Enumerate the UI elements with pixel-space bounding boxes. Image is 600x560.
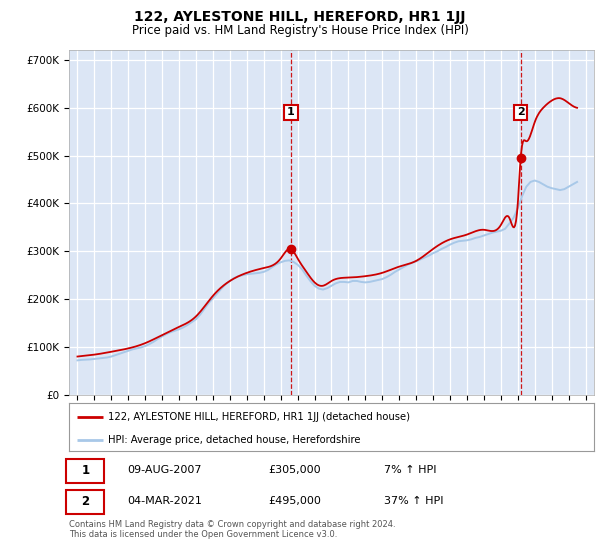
Text: Price paid vs. HM Land Registry's House Price Index (HPI): Price paid vs. HM Land Registry's House … — [131, 24, 469, 36]
Text: 1: 1 — [287, 108, 295, 118]
Text: 04-MAR-2021: 04-MAR-2021 — [127, 496, 202, 506]
Text: HPI: Average price, detached house, Herefordshire: HPI: Average price, detached house, Here… — [109, 435, 361, 445]
Text: 7% ↑ HPI: 7% ↑ HPI — [384, 465, 437, 475]
Text: 37% ↑ HPI: 37% ↑ HPI — [384, 496, 443, 506]
FancyBboxPatch shape — [67, 490, 104, 514]
Text: 2: 2 — [517, 108, 524, 118]
Text: Contains HM Land Registry data © Crown copyright and database right 2024.
This d: Contains HM Land Registry data © Crown c… — [69, 520, 395, 539]
Text: 2: 2 — [81, 494, 89, 508]
Text: 122, AYLESTONE HILL, HEREFORD, HR1 1JJ (detached house): 122, AYLESTONE HILL, HEREFORD, HR1 1JJ (… — [109, 412, 410, 422]
Text: 1: 1 — [81, 464, 89, 477]
Text: 09-AUG-2007: 09-AUG-2007 — [127, 465, 201, 475]
Text: £495,000: £495,000 — [269, 496, 322, 506]
FancyBboxPatch shape — [67, 459, 104, 483]
Text: 122, AYLESTONE HILL, HEREFORD, HR1 1JJ: 122, AYLESTONE HILL, HEREFORD, HR1 1JJ — [134, 10, 466, 24]
Text: £305,000: £305,000 — [269, 465, 321, 475]
